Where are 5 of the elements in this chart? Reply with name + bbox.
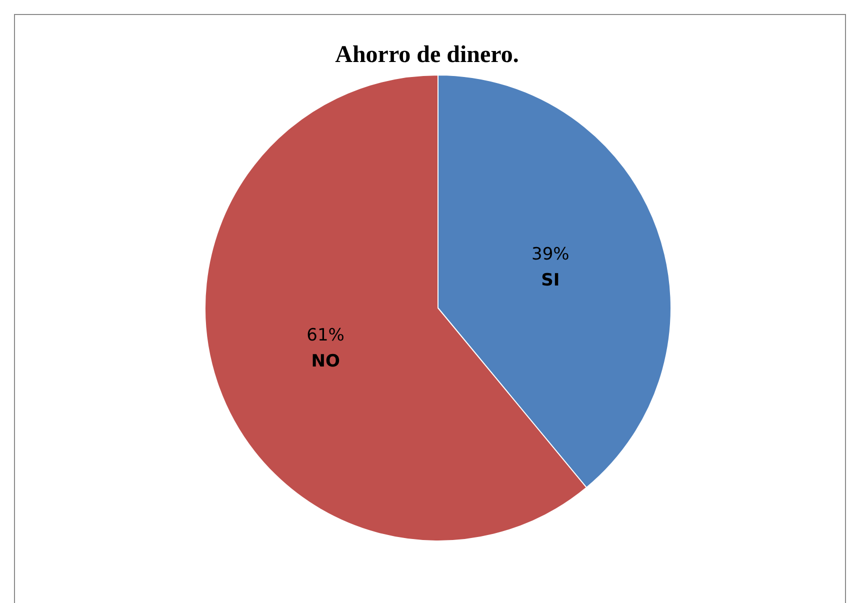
slice-label: SI bbox=[541, 270, 560, 291]
chart-title: Ahorro de dinero. bbox=[335, 42, 519, 68]
data-label: 39% bbox=[532, 244, 570, 265]
slice-label: NO bbox=[311, 351, 340, 372]
data-label: 61% bbox=[306, 325, 344, 346]
